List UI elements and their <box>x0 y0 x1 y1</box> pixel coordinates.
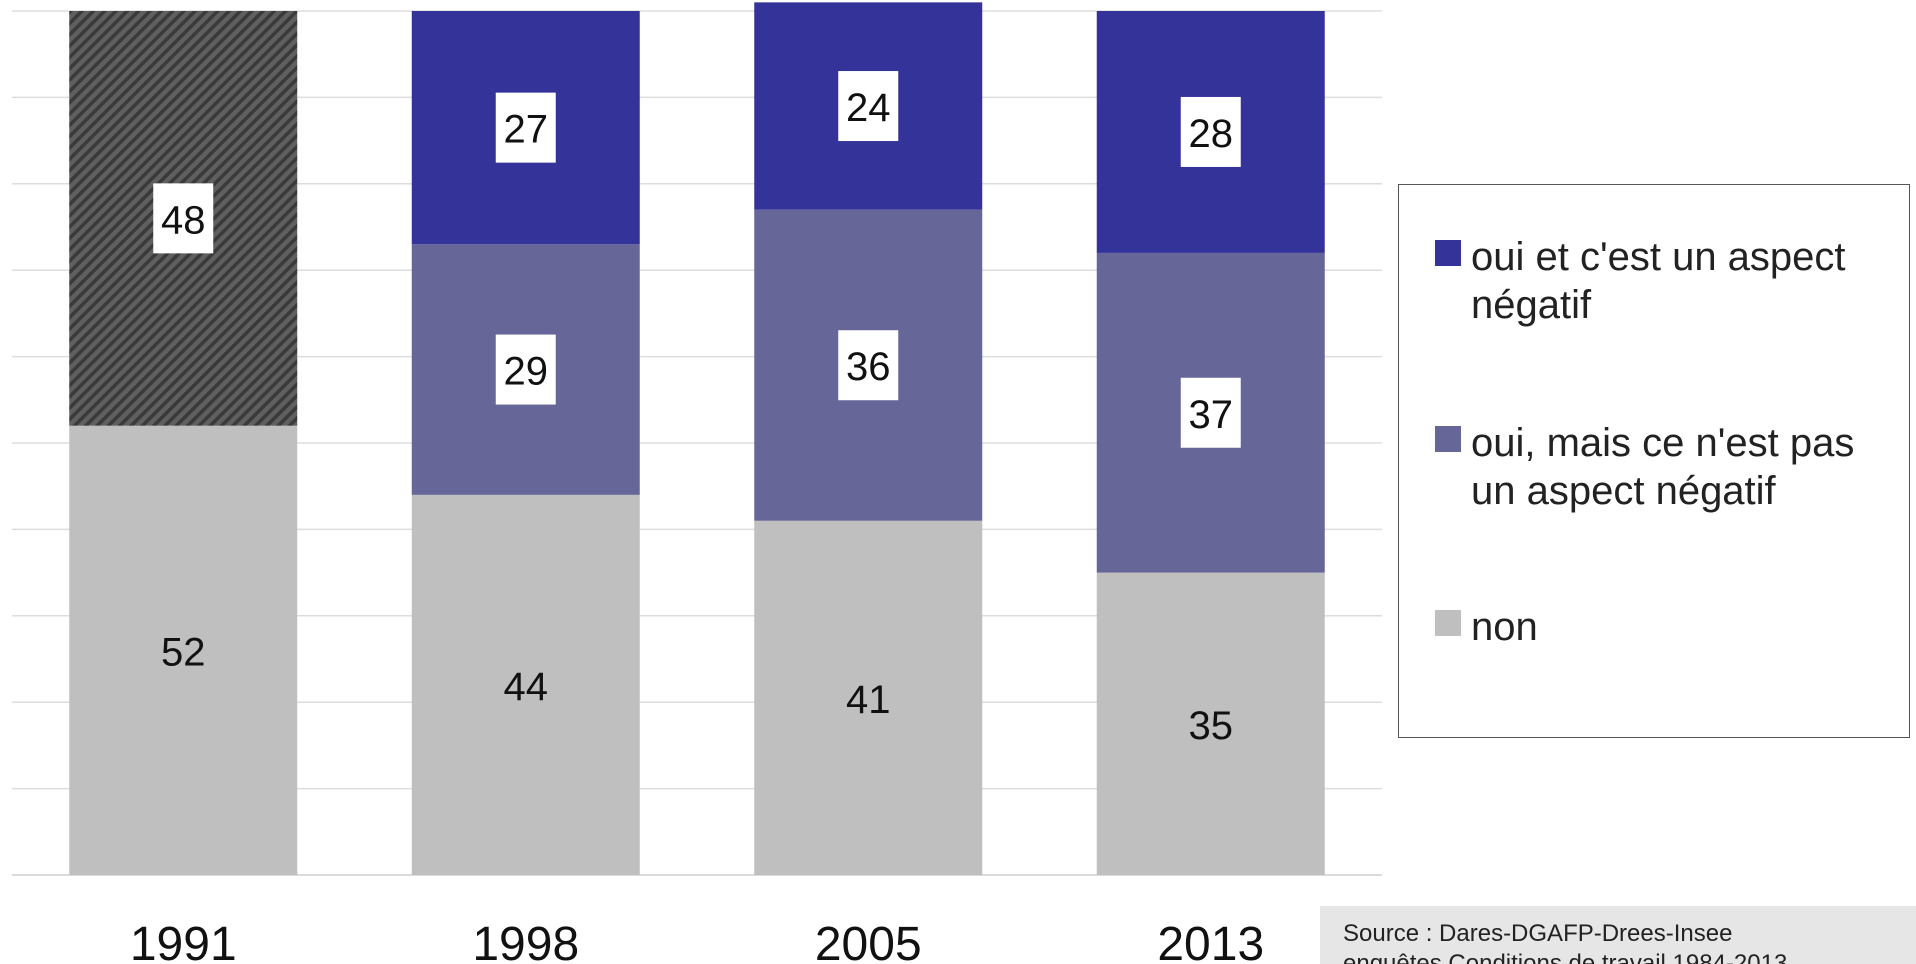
data-label-2005-s1: 36 <box>846 345 891 389</box>
data-label-1998-s2: 27 <box>504 108 549 152</box>
source-note: Source : Dares-DGAFP-Drees-Insee enquête… <box>1320 906 1916 964</box>
data-label-2005-s2: 24 <box>846 86 891 130</box>
bar-segment-1991-s0 <box>69 425 298 875</box>
legend-label-non: non <box>1471 605 1538 649</box>
data-label-1991-s0: 52 <box>161 630 206 674</box>
legend-label-oui-pas-negatif: oui, mais ce n'est pas un aspect négatif <box>1471 421 1855 513</box>
legend-swatch-oui-negatif <box>1435 240 1461 266</box>
legend-label-oui-negatif: oui et c'est un aspect négatif <box>1471 235 1846 327</box>
x-tick-label-2013: 2013 <box>1157 918 1264 964</box>
data-label-1998-s1: 29 <box>504 350 549 394</box>
data-label-box-1991-oui-total <box>153 183 214 254</box>
data-label-box-2005-s2 <box>838 71 899 142</box>
x-tick-label-1998: 1998 <box>472 918 579 964</box>
bar-segment-2005-s0 <box>754 520 983 875</box>
data-label-1991-oui-total: 48 <box>161 198 206 242</box>
x-tick-label-1991: 1991 <box>130 918 237 964</box>
legend-swatch-oui-pas-negatif <box>1435 426 1461 452</box>
legend-swatch-non <box>1435 610 1461 636</box>
data-label-1998-s0: 44 <box>504 665 549 709</box>
data-label-box-2005-s1 <box>838 330 899 401</box>
source-line-2: enquêtes Conditions de travail 1984-2013 <box>1343 950 1788 964</box>
source-line-1: Source : Dares-DGAFP-Drees-Insee <box>1343 920 1733 947</box>
bar-segment-1998-s0 <box>411 494 640 875</box>
data-label-box-1998-s2 <box>495 92 556 163</box>
stacked-bar-chart: 52 48 1991 44 29 27 1998 41 36 24 2005 35 37 28 2013 <box>12 2 1382 964</box>
x-tick-label-2005: 2005 <box>815 918 922 964</box>
data-label-box-2013-s2 <box>1180 96 1241 167</box>
bar-segment-2013-s0 <box>1096 572 1325 875</box>
data-label-2013-s2: 28 <box>1189 112 1234 156</box>
data-label-box-1998-s1 <box>495 334 556 405</box>
chart-legend: oui et c'est un aspect négatif oui, mais… <box>1398 184 1910 738</box>
data-label-box-2013-s1 <box>1180 377 1241 448</box>
data-label-2005-s0: 41 <box>846 678 891 722</box>
data-label-2013-s0: 35 <box>1189 704 1234 748</box>
data-label-2013-s1: 37 <box>1189 393 1234 437</box>
